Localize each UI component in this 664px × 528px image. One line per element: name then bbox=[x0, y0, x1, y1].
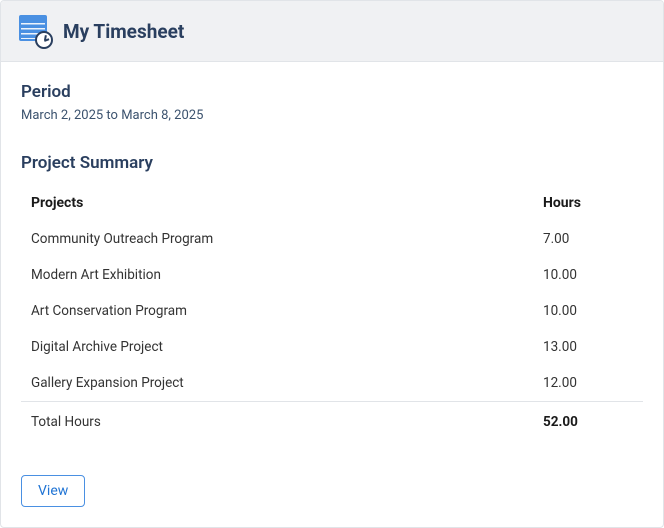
card-title: My Timesheet bbox=[63, 20, 184, 43]
total-hours: 52.00 bbox=[533, 402, 643, 441]
project-hours: 13.00 bbox=[533, 329, 643, 365]
summary-header-row: Projects Hours bbox=[21, 187, 643, 221]
table-row: Art Conservation Program 10.00 bbox=[21, 293, 643, 329]
table-row: Digital Archive Project 13.00 bbox=[21, 329, 643, 365]
project-name: Digital Archive Project bbox=[21, 329, 533, 365]
table-row: Gallery Expansion Project 12.00 bbox=[21, 365, 643, 402]
card-body: Period March 2, 2025 to March 8, 2025 Pr… bbox=[1, 62, 663, 475]
summary-table: Projects Hours Community Outreach Progra… bbox=[21, 187, 643, 440]
period-label: Period bbox=[21, 82, 643, 102]
card-header: My Timesheet bbox=[1, 1, 663, 62]
hours-column-header: Hours bbox=[533, 187, 643, 221]
project-name: Gallery Expansion Project bbox=[21, 365, 533, 402]
view-button[interactable]: View bbox=[21, 475, 85, 507]
project-hours: 10.00 bbox=[533, 257, 643, 293]
project-name: Art Conservation Program bbox=[21, 293, 533, 329]
project-hours: 12.00 bbox=[533, 365, 643, 402]
total-label: Total Hours bbox=[21, 402, 533, 441]
table-row: Modern Art Exhibition 10.00 bbox=[21, 257, 643, 293]
timesheet-icon bbox=[19, 15, 51, 47]
projects-column-header: Projects bbox=[21, 187, 533, 221]
summary-label: Project Summary bbox=[21, 153, 643, 173]
timesheet-card: My Timesheet Period March 2, 2025 to Mar… bbox=[0, 0, 664, 528]
table-row: Community Outreach Program 7.00 bbox=[21, 221, 643, 257]
period-range: March 2, 2025 to March 8, 2025 bbox=[21, 108, 643, 123]
project-name: Community Outreach Program bbox=[21, 221, 533, 257]
project-name: Modern Art Exhibition bbox=[21, 257, 533, 293]
total-row: Total Hours 52.00 bbox=[21, 402, 643, 441]
project-hours: 7.00 bbox=[533, 221, 643, 257]
project-hours: 10.00 bbox=[533, 293, 643, 329]
card-footer: View bbox=[1, 475, 663, 527]
